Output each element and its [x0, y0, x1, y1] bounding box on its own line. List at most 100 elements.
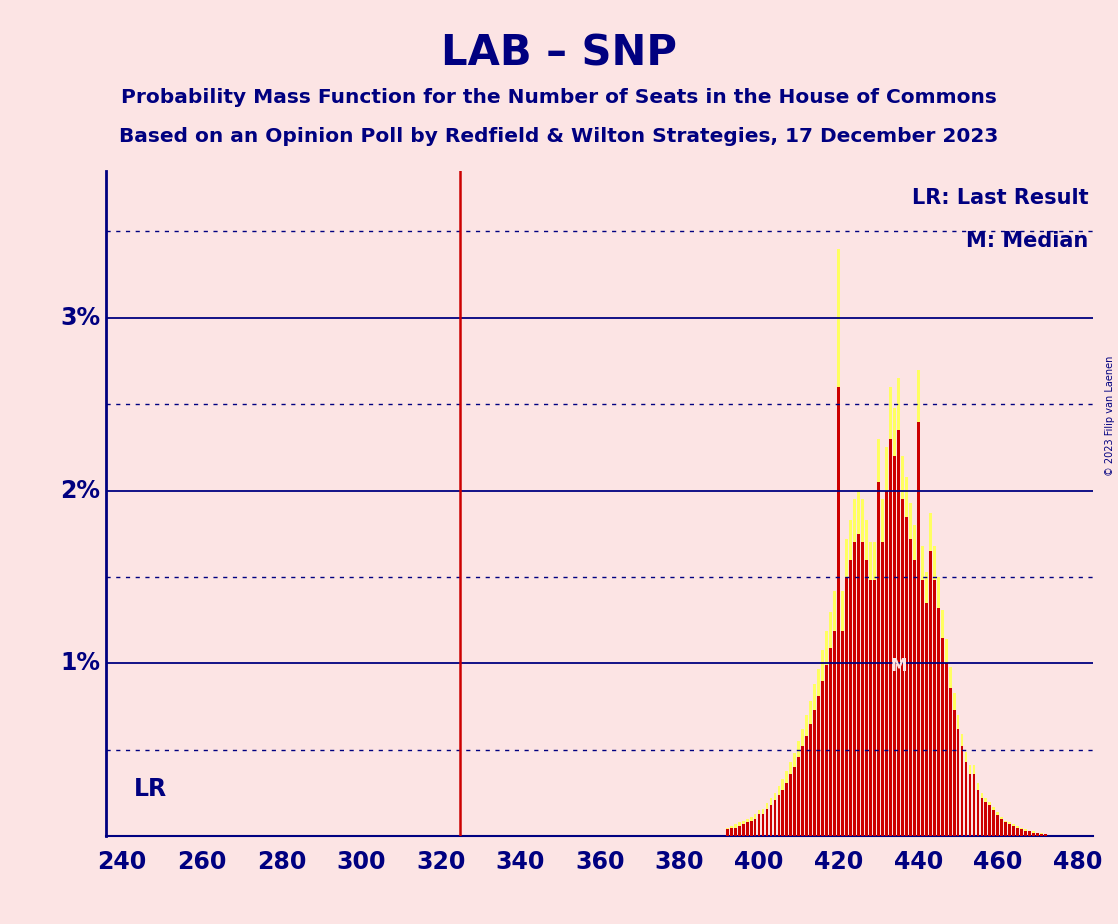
Text: Probability Mass Function for the Number of Seats in the House of Commons: Probability Mass Function for the Number… [121, 88, 997, 107]
Bar [741, 821, 745, 836]
Bar [949, 667, 951, 836]
Bar [805, 736, 808, 836]
Bar [789, 774, 793, 836]
Bar [738, 822, 740, 836]
Bar [921, 546, 923, 836]
Bar [1024, 831, 1027, 836]
Bar [881, 499, 884, 836]
Bar [797, 741, 800, 836]
Text: © 2023 Filip van Laenen: © 2023 Filip van Laenen [1105, 356, 1115, 476]
Bar [921, 580, 923, 836]
Bar [893, 407, 896, 836]
Bar [750, 817, 752, 836]
Bar [885, 447, 888, 836]
Bar [980, 798, 984, 836]
Bar [912, 560, 916, 836]
Bar [1016, 826, 1020, 836]
Bar [726, 828, 729, 836]
Bar [858, 534, 860, 836]
Bar [1044, 834, 1048, 836]
Bar [953, 710, 956, 836]
Bar [781, 779, 785, 836]
Bar [1029, 831, 1031, 836]
Text: 1%: 1% [60, 651, 101, 675]
Bar [774, 793, 776, 836]
Text: M: Median: M: Median [966, 231, 1089, 250]
Bar [881, 542, 884, 836]
Bar [746, 822, 749, 836]
Bar [1036, 833, 1039, 836]
Bar [965, 751, 967, 836]
Bar [786, 783, 788, 836]
Bar [837, 387, 840, 836]
Bar [996, 812, 999, 836]
Bar [904, 517, 908, 836]
Bar [761, 814, 765, 836]
Bar [917, 370, 920, 836]
Bar [730, 826, 732, 836]
Bar [945, 663, 948, 836]
Bar [957, 729, 959, 836]
Bar [909, 503, 911, 836]
Bar [973, 774, 975, 836]
Bar [822, 650, 824, 836]
Bar [912, 525, 916, 836]
Bar [1008, 822, 1012, 836]
Bar [965, 762, 967, 836]
Bar [985, 798, 987, 836]
Bar [940, 638, 944, 836]
Bar [1029, 831, 1031, 836]
Bar [766, 808, 768, 836]
Bar [937, 608, 939, 836]
Bar [865, 560, 868, 836]
Bar [841, 590, 844, 836]
Bar [960, 735, 964, 836]
Bar [973, 765, 975, 836]
Bar [993, 810, 995, 836]
Bar [1004, 821, 1007, 836]
Bar [865, 520, 868, 836]
Bar [1032, 833, 1035, 836]
Bar [769, 798, 773, 836]
Bar [861, 499, 864, 836]
Bar [802, 747, 804, 836]
Bar [1021, 828, 1023, 836]
Bar [1008, 824, 1012, 836]
Bar [733, 828, 737, 836]
Bar [1040, 833, 1043, 836]
Bar [786, 771, 788, 836]
Bar [861, 542, 864, 836]
Bar [889, 439, 892, 836]
Bar [985, 802, 987, 836]
Bar [897, 431, 900, 836]
Bar [929, 551, 931, 836]
Bar [917, 421, 920, 836]
Bar [805, 715, 808, 836]
Text: M: M [890, 657, 907, 675]
Bar [932, 546, 936, 836]
Bar [761, 808, 765, 836]
Bar [817, 669, 821, 836]
Bar [809, 701, 812, 836]
Bar [988, 802, 992, 836]
Bar [953, 693, 956, 836]
Bar [901, 456, 903, 836]
Bar [877, 439, 880, 836]
Bar [813, 684, 816, 836]
Bar [945, 639, 948, 836]
Bar [738, 826, 740, 836]
Bar [726, 830, 729, 836]
Bar [746, 819, 749, 836]
Bar [830, 648, 832, 836]
Bar [754, 814, 757, 836]
Bar [1016, 828, 1020, 836]
Bar [769, 805, 773, 836]
Bar [873, 580, 875, 836]
Bar [893, 456, 896, 836]
Bar [889, 387, 892, 836]
Text: LR: LR [134, 777, 168, 801]
Text: 3%: 3% [60, 306, 101, 330]
Bar [976, 783, 979, 836]
Bar [937, 577, 939, 836]
Bar [797, 757, 800, 836]
